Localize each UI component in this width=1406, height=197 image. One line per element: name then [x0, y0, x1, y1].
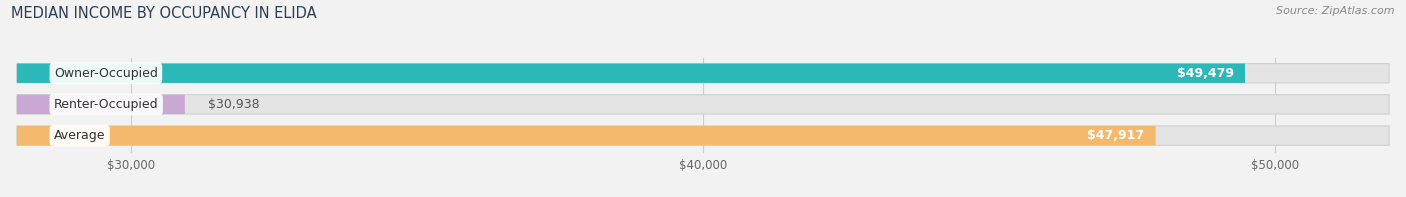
FancyBboxPatch shape — [17, 126, 1156, 145]
FancyBboxPatch shape — [17, 95, 1389, 114]
Text: Renter-Occupied: Renter-Occupied — [53, 98, 159, 111]
Text: $30,938: $30,938 — [208, 98, 259, 111]
Text: $47,917: $47,917 — [1087, 129, 1144, 142]
Text: Owner-Occupied: Owner-Occupied — [53, 67, 157, 80]
Text: Source: ZipAtlas.com: Source: ZipAtlas.com — [1277, 6, 1395, 16]
FancyBboxPatch shape — [17, 64, 1389, 83]
Text: MEDIAN INCOME BY OCCUPANCY IN ELIDA: MEDIAN INCOME BY OCCUPANCY IN ELIDA — [11, 6, 316, 21]
FancyBboxPatch shape — [17, 95, 184, 114]
FancyBboxPatch shape — [17, 64, 1244, 83]
Text: Average: Average — [53, 129, 105, 142]
Text: $49,479: $49,479 — [1177, 67, 1233, 80]
FancyBboxPatch shape — [17, 126, 1389, 145]
